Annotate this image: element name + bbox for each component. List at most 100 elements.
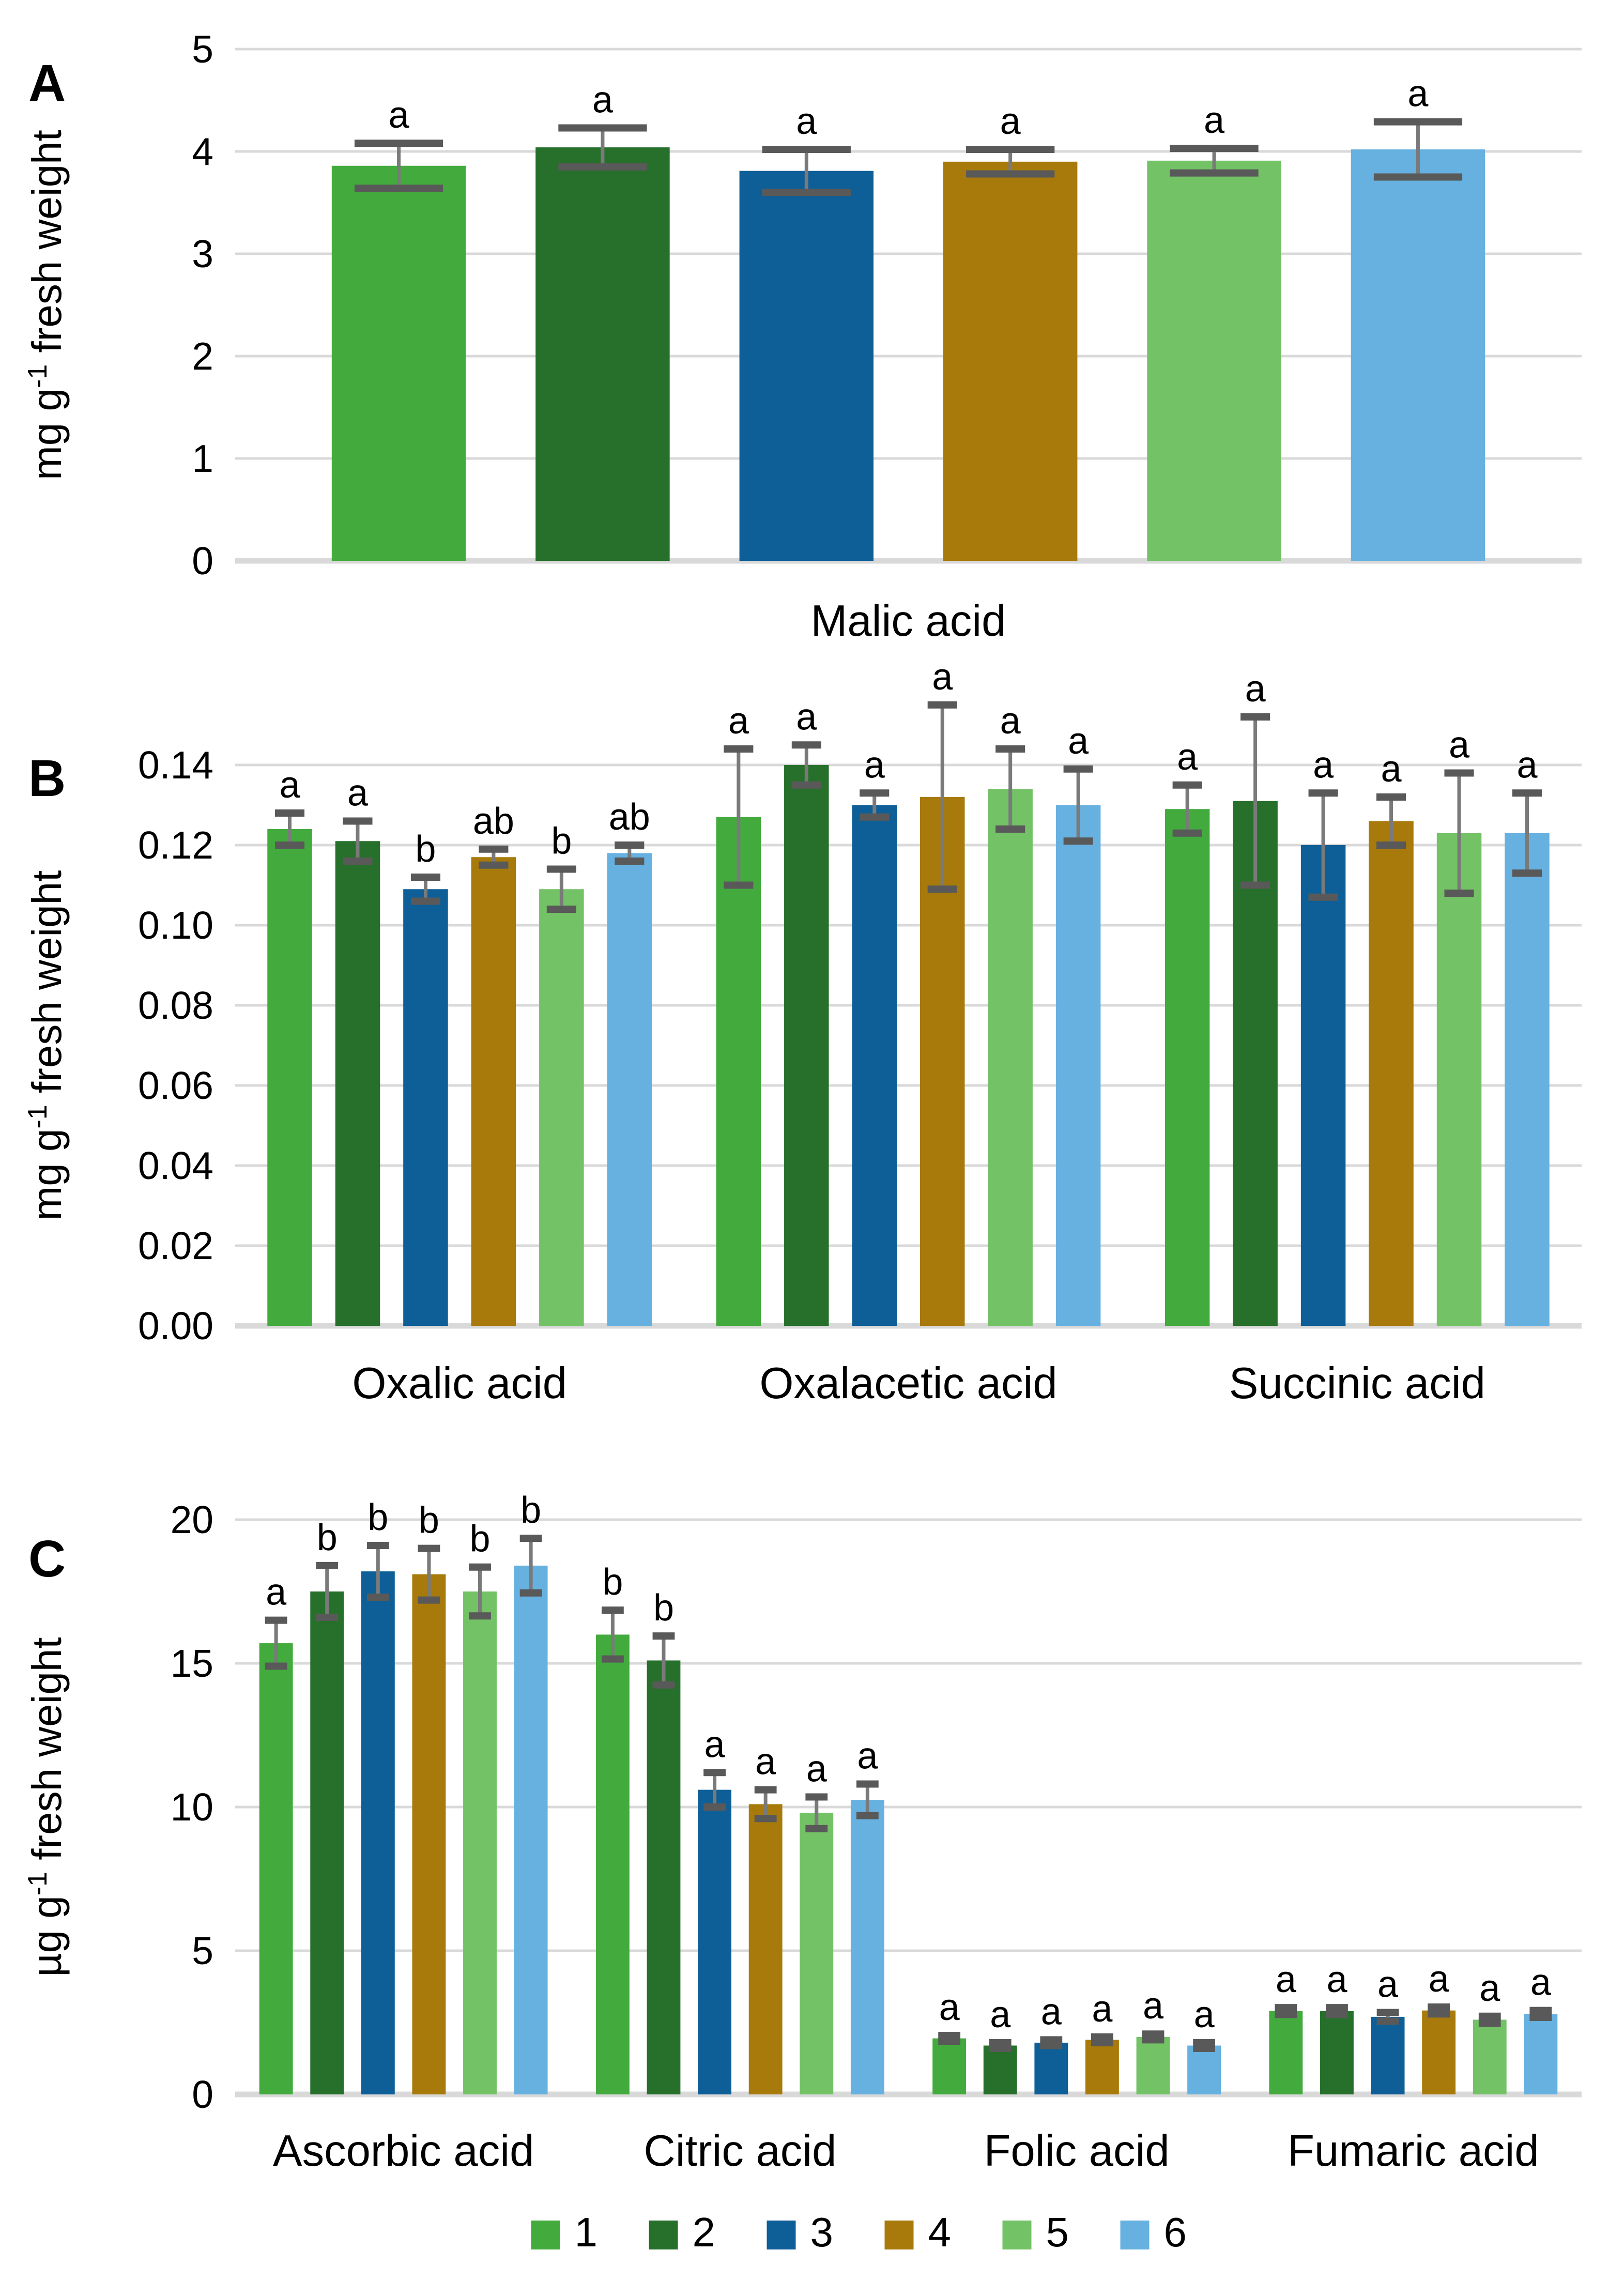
significance-letter: a (1000, 101, 1021, 142)
significance-letter: a (1530, 1962, 1552, 2003)
bar-series-3 (1300, 845, 1346, 1326)
bar-series-5 (1473, 2019, 1507, 2094)
significance-letter: a (704, 1724, 726, 1765)
bar-series-6 (607, 853, 652, 1326)
y-axis-label: µg g-1 fresh weight (23, 1637, 70, 1977)
bar-series-1 (259, 1643, 293, 2094)
category-label: Succinic acid (1229, 1359, 1485, 1408)
significance-letter: a (796, 696, 817, 738)
category-label: Folic acid (984, 2126, 1170, 2176)
significance-letter: a (1068, 721, 1089, 762)
significance-letter: a (1407, 73, 1429, 115)
significance-letter: a (1449, 725, 1470, 766)
bar-series-3 (1371, 2016, 1405, 2094)
y-tick-label: 2 (192, 334, 213, 378)
bar-series-4 (471, 857, 516, 1326)
significance-letter: a (1381, 748, 1402, 790)
significance-letter: a (864, 744, 885, 786)
category-label: Fumaric acid (1288, 2126, 1539, 2176)
significance-letter: a (1245, 668, 1266, 710)
panel-label: A (28, 54, 66, 112)
bar-series-6 (1524, 2014, 1558, 2094)
y-tick-label: 0.04 (138, 1144, 213, 1187)
bar-series-4 (1369, 821, 1414, 1326)
y-tick-label: 4 (192, 130, 213, 173)
bar-series-6 (1351, 149, 1485, 561)
significance-letter: a (1276, 1959, 1297, 2000)
significance-letter: b (551, 821, 572, 862)
significance-letter: a (1092, 1988, 1113, 2030)
legend-label-6: 6 (1164, 2209, 1187, 2255)
panel-label: B (28, 749, 66, 807)
bar-series-1 (267, 829, 312, 1326)
category-label: Ascorbic acid (273, 2126, 534, 2176)
significance-letter: a (1516, 744, 1538, 786)
y-tick-label: 0 (192, 2073, 213, 2116)
bar-series-5 (463, 1591, 497, 2094)
significance-letter: a (1194, 1994, 1215, 2035)
category-label: Malic acid (811, 596, 1006, 646)
significance-letter: b (653, 1587, 674, 1629)
y-tick-label: 10 (171, 1785, 213, 1829)
bar-series-3 (361, 1571, 395, 2094)
legend-swatch-3 (767, 2221, 796, 2249)
legend-swatch-5 (1002, 2221, 1032, 2249)
bar-series-6 (1187, 2045, 1221, 2094)
y-axis-label: mg g-1 fresh weight (23, 130, 70, 480)
legend-swatch-1 (531, 2221, 560, 2249)
bar-series-1 (932, 2038, 967, 2094)
bar-series-5 (1147, 160, 1281, 561)
bar-series-4 (1422, 2010, 1456, 2094)
bar-series-3 (739, 171, 874, 561)
bar-series-4 (748, 1804, 783, 2094)
significance-letter: a (279, 764, 300, 806)
legend-label-4: 4 (928, 2209, 952, 2255)
significance-letter: a (1313, 744, 1334, 786)
significance-letter: a (796, 101, 817, 142)
significance-letter: a (389, 95, 410, 136)
significance-letter: a (266, 1572, 287, 1613)
legend-swatch-4 (884, 2221, 914, 2249)
y-tick-label: 1 (192, 437, 213, 480)
significance-letter: a (932, 656, 953, 698)
bar-series-3 (1034, 2042, 1068, 2094)
bar-series-5 (539, 889, 584, 1326)
bar-series-3 (852, 805, 897, 1326)
y-tick-label: 3 (192, 232, 213, 275)
y-tick-label: 0.10 (138, 904, 213, 947)
legend-swatch-2 (649, 2221, 678, 2249)
bar-series-1 (331, 165, 466, 561)
bar-series-2 (784, 765, 829, 1326)
significance-letter: b (419, 1500, 439, 1541)
y-axis-label: mg g-1 fresh weight (23, 870, 70, 1221)
significance-letter: ab (473, 801, 514, 842)
y-tick-label: 5 (192, 1929, 213, 1972)
bar-series-2 (1320, 2011, 1354, 2094)
legend-label-5: 5 (1046, 2209, 1069, 2255)
significance-letter: a (990, 1994, 1011, 2035)
bar-series-4 (1085, 2040, 1119, 2094)
y-tick-label: 0.00 (138, 1304, 213, 1348)
bar-series-1 (595, 1634, 630, 2094)
significance-letter: a (1177, 737, 1198, 778)
legend-swatch-6 (1120, 2221, 1150, 2249)
significance-letter: a (939, 1987, 960, 2028)
y-tick-label: 0.14 (138, 743, 213, 787)
significance-letter: a (1479, 1968, 1500, 2009)
significance-letter: a (1041, 1991, 1062, 2032)
bar-series-6 (514, 1565, 548, 2094)
significance-letter: a (755, 1741, 776, 1783)
bar-series-1 (1269, 2011, 1303, 2094)
bar-series-2 (310, 1591, 344, 2094)
bar-series-3 (403, 889, 448, 1326)
significance-letter: a (1429, 1958, 1450, 2000)
bar-series-5 (800, 1813, 834, 2094)
category-label: Oxalacetic acid (759, 1359, 1057, 1408)
bar-series-6 (850, 1800, 884, 2094)
significance-letter: b (367, 1497, 388, 1538)
significance-letter: a (347, 773, 369, 814)
bar-series-2 (647, 1660, 681, 2094)
significance-letter: a (728, 700, 749, 742)
category-label: Citric acid (643, 2126, 836, 2176)
